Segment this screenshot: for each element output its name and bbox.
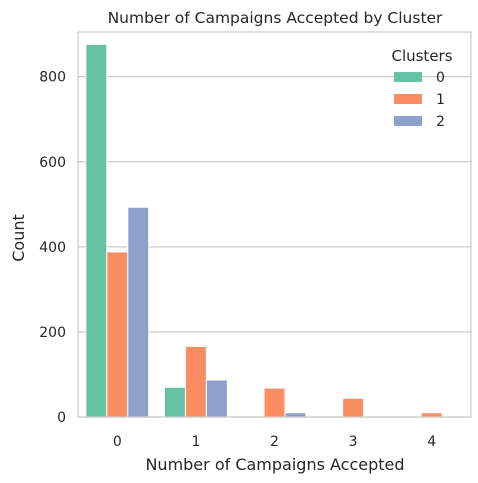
x-tick-label: 2 [270, 434, 279, 450]
bar-cluster-1-cat-2 [263, 387, 286, 418]
plot-frame [77, 31, 472, 418]
legend-swatch [394, 94, 422, 104]
y-axis-ticks: 0 200 400 600 800 [39, 70, 66, 426]
legend-title: Clusters [391, 47, 452, 65]
bar-cluster-1-cat-4 [420, 412, 443, 418]
x-tick-label: 4 [427, 434, 436, 450]
x-tick-label: 3 [349, 434, 358, 450]
y-tick-label: 800 [39, 70, 66, 86]
bar-cluster-2-cat-0 [127, 206, 150, 418]
x-axis-ticks: 0 1 2 3 4 [113, 434, 436, 450]
bar-cluster-0-cat-0 [85, 43, 108, 418]
legend-label: 2 [436, 114, 445, 130]
bar-cluster-2-cat-2 [284, 412, 307, 418]
bar-cluster-1-cat-0 [106, 251, 129, 418]
y-axis-label: Count [9, 214, 28, 262]
x-axis-label: Number of Campaigns Accepted [145, 455, 404, 474]
y-tick-label: 400 [39, 240, 66, 256]
chart-title: Number of Campaigns Accepted by Cluster [108, 9, 443, 27]
legend: Clusters 0 1 2 [391, 47, 452, 130]
x-tick-label: 0 [113, 434, 122, 450]
legend-swatch [394, 72, 422, 82]
bar-cluster-1-cat-3 [342, 397, 365, 418]
y-tick-label: 0 [57, 410, 66, 426]
x-tick-label: 1 [191, 434, 200, 450]
y-tick-label: 600 [39, 155, 66, 171]
bar-cluster-2-cat-1 [205, 379, 228, 418]
bar-cluster-0-cat-1 [163, 386, 186, 418]
legend-label: 1 [436, 92, 445, 108]
y-tick-label: 200 [39, 325, 66, 341]
legend-swatch [394, 116, 422, 126]
legend-label: 0 [436, 70, 445, 86]
bar-cluster-1-cat-1 [184, 345, 207, 418]
